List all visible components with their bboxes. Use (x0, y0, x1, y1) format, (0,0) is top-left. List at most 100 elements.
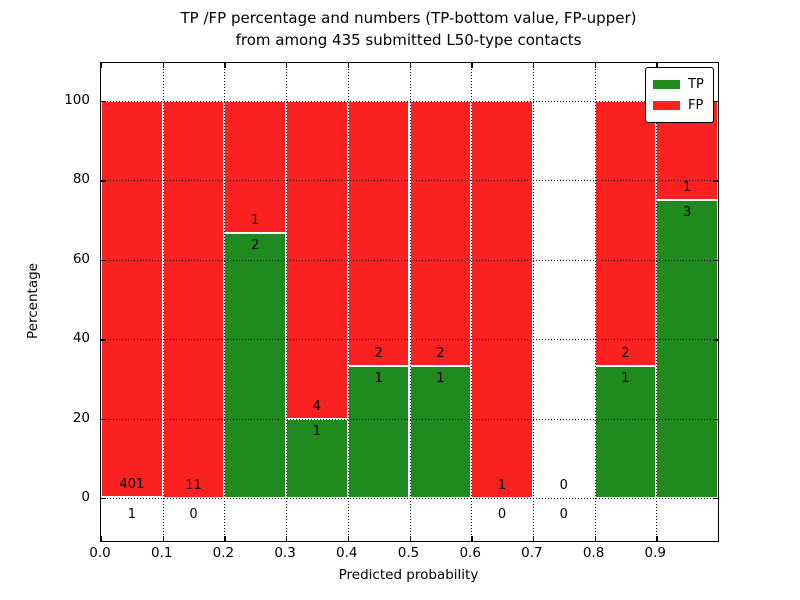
bar-segment-tp (594, 365, 657, 498)
fp-count-label: 2 (621, 345, 630, 361)
y-tick-label: 100 (64, 92, 90, 108)
y-tick-mark (101, 498, 106, 500)
x-tick-label: 0.3 (274, 545, 296, 561)
x-tick-mark (101, 536, 103, 541)
fp-count-label: 0 (559, 478, 568, 493)
x-tick-label: 0.5 (397, 545, 420, 561)
y-tick-mark (713, 498, 718, 500)
y-tick-label: 60 (72, 250, 90, 267)
y-tick-label: 20 (72, 409, 90, 426)
x-gridline (224, 63, 226, 541)
y-tick-mark (713, 259, 718, 262)
x-gridline (162, 63, 164, 541)
bar-segment-fp (347, 101, 410, 366)
fp-count-label: 1 (683, 180, 692, 196)
x-axis-label: Predicted probability (338, 567, 479, 583)
legend-label-tp: TP (688, 77, 704, 92)
tp-count-label: 0 (559, 507, 568, 522)
x-gridline (409, 63, 411, 541)
bar-segment-tp (656, 200, 718, 498)
x-tick-mark (162, 63, 165, 68)
y-axis-label: Percentage (25, 263, 41, 339)
tp-count-label: 1 (127, 507, 136, 522)
bar-segment-fp (409, 101, 472, 366)
fp-count-label: 2 (374, 345, 383, 361)
x-tick-mark (347, 536, 350, 541)
x-tick-mark (224, 536, 226, 541)
x-tick-label: 0.2 (212, 545, 235, 561)
tp-count-label: 3 (683, 205, 692, 221)
y-tick-mark (101, 259, 106, 262)
fp-count-label: 401 (119, 477, 145, 492)
legend: TP FP (645, 67, 714, 123)
x-gridline (656, 63, 658, 541)
x-gridline (286, 63, 288, 541)
legend-item-fp: FP (653, 95, 705, 116)
chart-title: TP /FP percentage and numbers (TP-bottom… (100, 7, 717, 51)
x-tick-mark (101, 63, 103, 68)
x-tick-label: 0.0 (89, 545, 111, 561)
x-tick-mark (471, 536, 473, 541)
x-gridline (594, 63, 596, 541)
chart-title-line2: from among 435 submitted L50-type contac… (235, 31, 582, 49)
fp-count-label: 1 (251, 213, 260, 229)
x-tick-mark (286, 63, 288, 68)
legend-item-tp: TP (653, 74, 705, 95)
y-tick-mark (713, 101, 718, 103)
x-tick-label: 0.8 (582, 545, 605, 561)
x-tick-label: 0.1 (150, 545, 173, 561)
y-tick-mark (101, 418, 106, 420)
x-tick-mark (532, 63, 535, 68)
y-tick-mark (713, 418, 718, 420)
fp-count-label: 4 (312, 398, 322, 414)
x-tick-mark (224, 63, 226, 68)
plot-area: 401 1 11 0 1 2 4 1 2 1 2 1 1 0 0 0 2 1 1 3 TP FP (100, 62, 719, 542)
y-tick-label: 0 (81, 489, 90, 505)
tp-count-label: 2 (251, 238, 260, 254)
legend-label-fp: FP (688, 98, 704, 113)
x-tick-mark (594, 536, 596, 541)
bar-segment-fp (471, 101, 533, 498)
fp-count-label: 1 (497, 478, 507, 493)
bar-segment-tp (224, 233, 287, 498)
y-tick-mark (101, 339, 106, 341)
fp-count-label: 11 (185, 478, 202, 493)
x-tick-mark (594, 63, 596, 68)
x-tick-mark (656, 63, 658, 68)
y-tick-mark (713, 180, 718, 182)
y-tick-mark (101, 101, 106, 103)
bar-segment-fp (594, 101, 657, 366)
x-tick-mark (347, 63, 350, 68)
y-tick-label: 40 (72, 330, 90, 347)
legend-swatch-fp (653, 101, 680, 110)
tp-count-label: 0 (497, 507, 507, 522)
x-tick-mark (656, 536, 658, 541)
x-tick-label: 0.6 (459, 545, 481, 561)
x-tick-label: 0.9 (644, 545, 667, 561)
bar-segment-fp (224, 101, 287, 234)
fp-count-label: 2 (436, 345, 445, 361)
legend-swatch-tp (653, 80, 680, 89)
x-tick-mark (471, 63, 473, 68)
x-tick-mark (286, 536, 288, 541)
chart-title-line1: TP /FP percentage and numbers (TP-bottom… (180, 9, 637, 27)
tp-count-label: 1 (436, 370, 445, 386)
x-gridline (347, 63, 349, 541)
x-gridline (471, 63, 473, 541)
tp-count-label: 1 (312, 423, 322, 439)
x-tick-label: 0.7 (521, 545, 543, 561)
tp-count-label: 1 (374, 370, 383, 386)
bar-segment-fp (101, 101, 163, 497)
x-tick-label: 0.4 (336, 545, 358, 561)
tp-count-label: 1 (621, 370, 630, 386)
x-tick-mark (409, 63, 411, 68)
x-tick-mark (409, 536, 411, 541)
x-tick-mark (532, 536, 535, 541)
bar-segment-fp (162, 101, 225, 498)
y-tick-mark (101, 180, 106, 182)
x-gridline (532, 63, 534, 541)
tp-count-label: 0 (189, 507, 198, 522)
y-tick-label: 80 (72, 171, 90, 188)
y-tick-mark (713, 339, 718, 341)
